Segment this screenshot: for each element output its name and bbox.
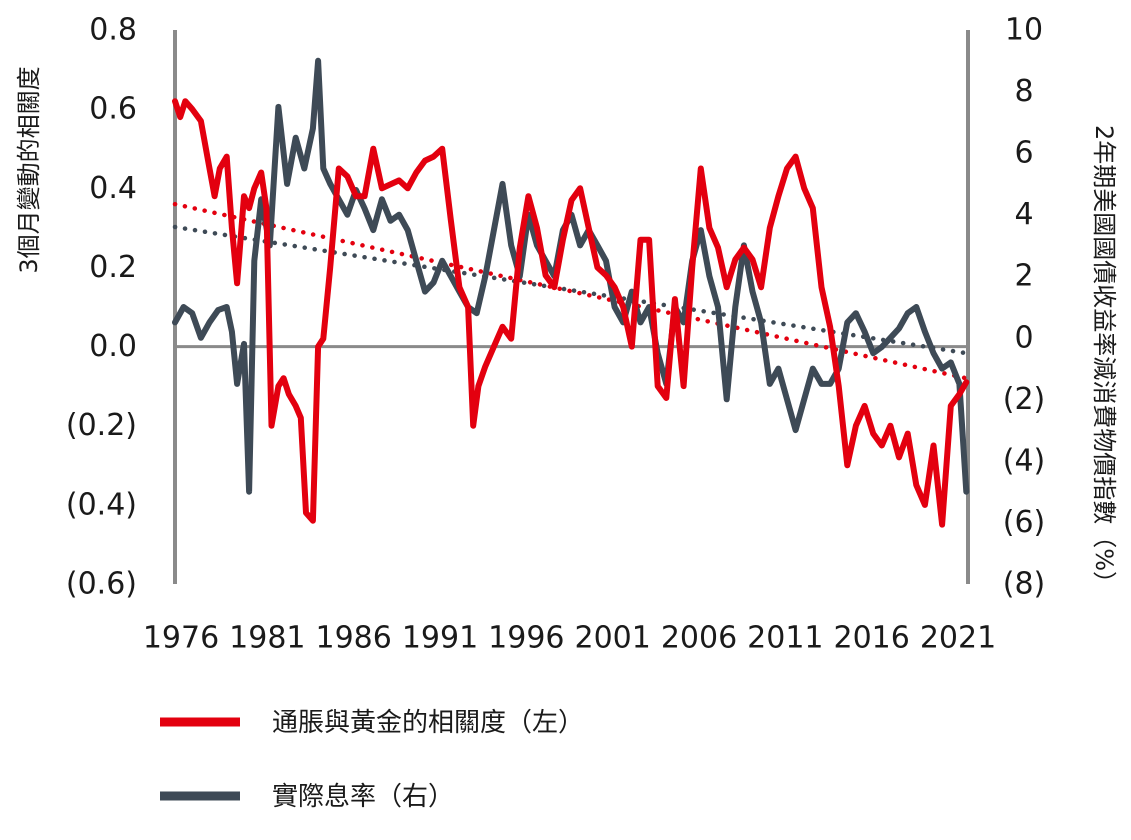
axes-layer	[173, 30, 970, 584]
left-axis-title: 3個月變動的相關度	[15, 66, 43, 273]
tick-labels-layer: 0.8 0.6 0.4 0.2 0.0 (0.2) (0.4) (0.6) 10 8 6 4 2 0 (2)…	[66, 13, 1045, 656]
x-tick-label: 2021	[920, 621, 996, 656]
legend-item-real-yield: 實際息率（右）	[160, 782, 454, 812]
x-tick-label: 1981	[229, 621, 305, 656]
x-tick-label: 2006	[661, 621, 737, 656]
right-tick-label: (8)	[1003, 567, 1046, 602]
trendline-layer	[172, 201, 969, 381]
trendline-real-yield	[172, 224, 969, 356]
right-axis-title: 2年期美國國債收益率減消費物價指數（%）	[1090, 125, 1118, 595]
x-tick-label: 1976	[143, 621, 219, 656]
x-tick-label: 2001	[574, 621, 650, 656]
x-tick-label: 2016	[833, 621, 909, 656]
right-tick-label: 0	[1014, 320, 1033, 355]
left-tick-label: (0.4)	[66, 487, 137, 522]
left-tick-label: 0.6	[89, 92, 137, 127]
left-tick-label: 0.0	[89, 329, 137, 364]
right-tick-label: 2	[1014, 259, 1033, 294]
right-tick-label: 4	[1014, 197, 1033, 232]
right-tick-label: 10	[1005, 13, 1043, 48]
x-tick-label: 2011	[747, 621, 823, 656]
left-tick-label: 0.8	[89, 13, 137, 48]
series-line-correlation	[172, 98, 970, 528]
x-tick-label: 1996	[488, 621, 564, 656]
legend-label-inflation-gold: 通脹與黃金的相關度（左）	[272, 708, 584, 738]
series-line-real-yield	[172, 57, 970, 495]
legend-label-real-yield: 實際息率（右）	[272, 782, 454, 812]
right-tick-label: 8	[1014, 74, 1033, 109]
legend: 通脹與黃金的相關度（左） 實際息率（右）	[160, 708, 584, 812]
trendline-correlation	[172, 201, 969, 381]
x-tick-label: 1991	[402, 621, 478, 656]
right-tick-label: (4)	[1003, 443, 1046, 478]
right-tick-label: (2)	[1003, 382, 1046, 417]
right-tick-label: (6)	[1003, 505, 1046, 540]
left-tick-label: (0.2)	[66, 408, 137, 443]
left-tick-label: 0.4	[89, 171, 137, 206]
right-tick-label: 6	[1014, 136, 1033, 171]
left-tick-label: (0.6)	[66, 567, 137, 602]
left-tick-label: 0.2	[89, 250, 137, 285]
x-tick-label: 1986	[315, 621, 391, 656]
legend-item-inflation-gold: 通脹與黃金的相關度（左）	[160, 708, 584, 738]
series-layer	[172, 57, 970, 528]
